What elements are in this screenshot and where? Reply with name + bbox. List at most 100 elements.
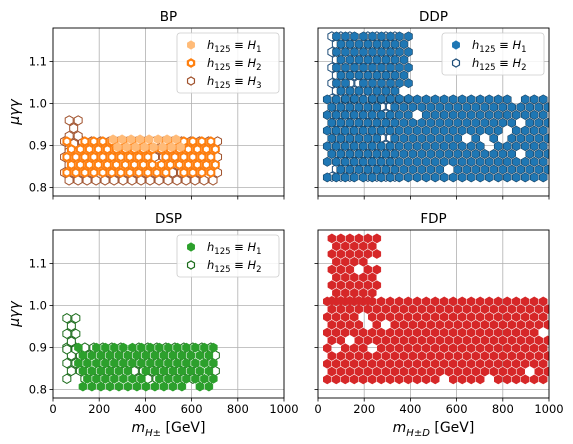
data-point [489,335,498,346]
data-point [480,117,490,128]
data-point [422,312,431,322]
data-point [62,167,72,178]
data-point [181,175,191,186]
data-point [413,296,422,307]
data-point [421,156,431,167]
data-point [128,342,137,353]
data-point [82,175,92,186]
data-point [359,241,368,252]
legend-marker [451,58,461,68]
data-point [530,374,539,385]
data-point [457,125,467,136]
data-point [484,94,494,105]
data-point [444,335,453,346]
data-point [413,343,422,354]
data-point [543,164,549,175]
data-point [345,39,355,50]
data-point [467,296,476,307]
data-point [507,102,517,113]
data-point [332,47,341,57]
data-point [372,39,382,50]
data-point [529,110,539,120]
data-point [128,373,137,384]
data-point [520,172,530,183]
data-point [345,319,354,330]
data-point [462,304,471,315]
data-point [412,141,422,152]
data-point [323,343,332,354]
data-point [349,110,359,120]
data-point [516,335,525,346]
data-point [149,142,158,152]
data-point [507,351,516,361]
data-point [341,256,350,267]
legend-label-part: ≡ [231,240,248,254]
data-point [485,296,494,307]
data-point [154,175,164,186]
data-point [503,358,512,369]
data-point [426,117,436,128]
data-point [323,312,332,322]
y-axis-label: μγγ [7,301,23,328]
data-point [453,102,463,113]
data-point [327,264,337,275]
data-point [516,366,525,377]
data-point [206,167,216,178]
data-point [336,70,346,81]
data-point [386,78,395,89]
data-point [363,295,373,306]
data-point [341,272,350,283]
data-point [363,233,373,244]
data-point [190,175,200,186]
data-point [412,172,422,183]
data-point [412,125,422,136]
data-point [62,344,72,355]
data-point [159,381,169,392]
data-point [395,296,404,307]
data-point [363,249,373,259]
y-tick-label: 0.8 [29,181,47,195]
data-point [390,366,399,377]
data-point [529,125,539,136]
data-point [498,117,508,128]
data-point [74,342,83,353]
data-point [475,94,485,105]
data-point [435,102,445,113]
data-point [359,62,368,73]
data-point [503,343,512,354]
data-point [530,327,539,338]
legend-label-part: 125 [479,63,495,73]
legend-box [441,32,545,76]
data-point [448,156,458,167]
data-point [349,156,359,167]
data-point [208,175,218,186]
data-point [435,335,444,346]
data-point [367,125,377,136]
data-point [363,280,373,291]
data-point [493,172,503,183]
data-point [394,156,404,167]
legend-label: h125 ≡ H2 [207,56,262,73]
data-point [141,366,151,376]
data-point [381,335,390,346]
data-point [520,125,530,136]
data-point [394,141,404,152]
data-point [417,133,427,144]
data-point [440,358,449,369]
data-layer [62,313,220,392]
data-point [186,366,196,376]
data-point [125,167,135,178]
data-point [116,167,126,178]
data-point [395,62,404,73]
data-point [399,133,409,144]
data-point [336,295,346,306]
data-point [368,241,377,252]
data-point [363,39,373,50]
data-point [404,312,413,322]
data-point [457,156,467,167]
data-point [507,366,516,377]
data-point [345,54,355,65]
data-point [521,312,530,322]
data-point [530,312,539,322]
data-point [422,343,431,354]
